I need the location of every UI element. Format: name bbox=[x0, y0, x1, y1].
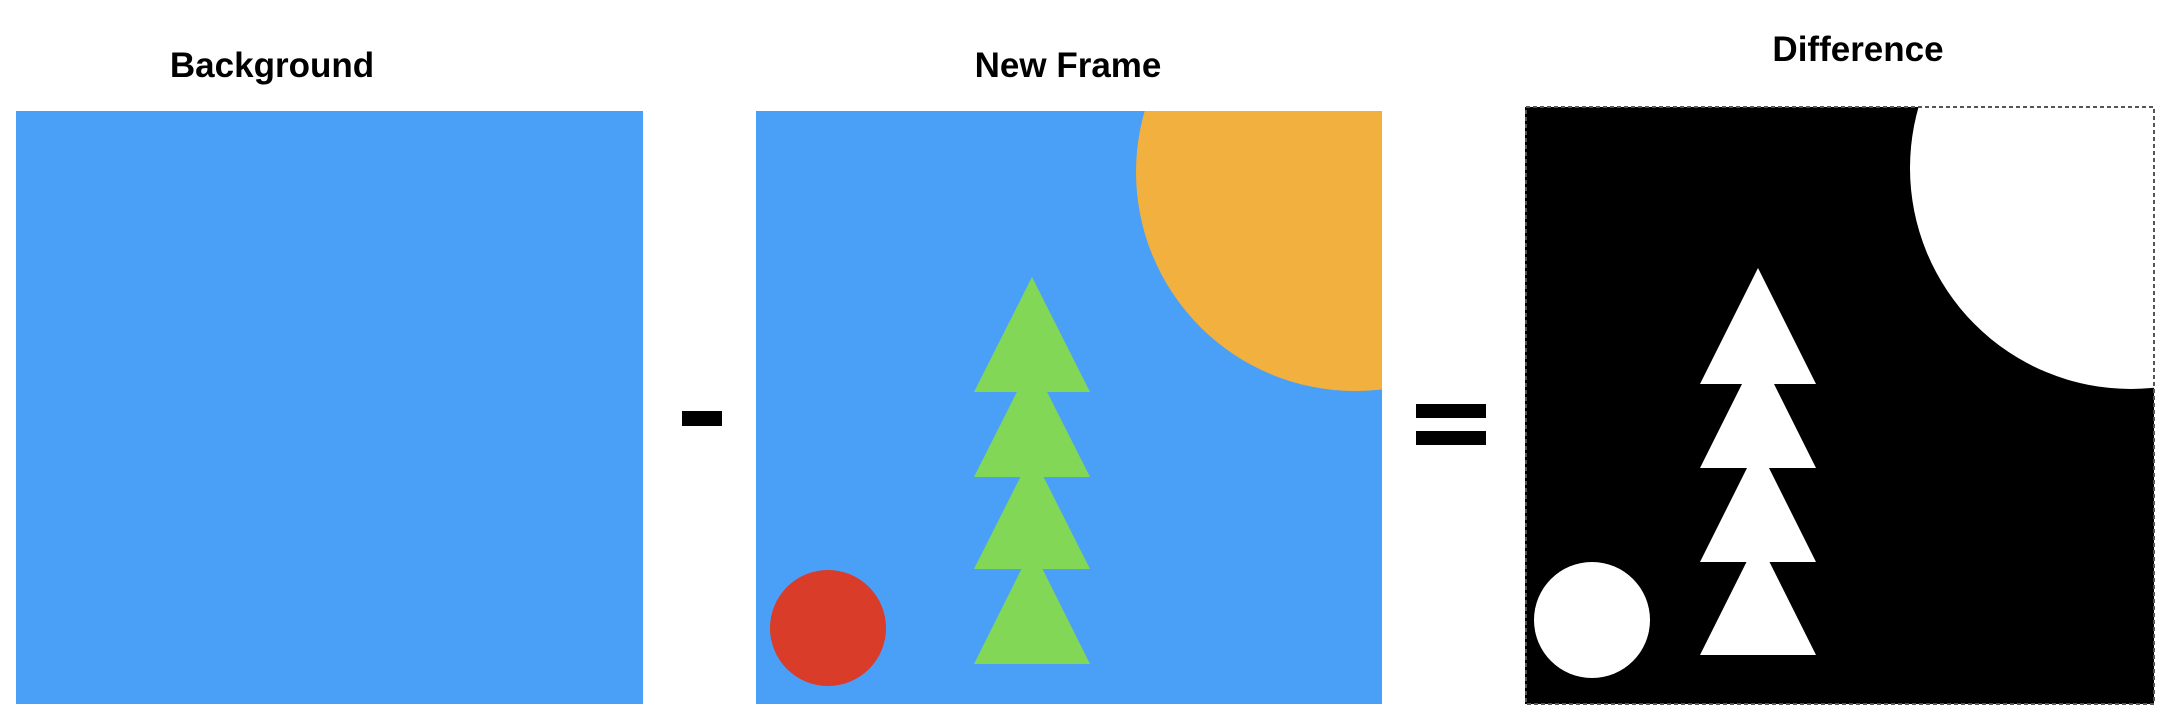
background-panel bbox=[16, 111, 643, 704]
difference-panel bbox=[1525, 106, 2155, 705]
sun-shape bbox=[1136, 111, 1382, 391]
tree-shape bbox=[974, 277, 1090, 664]
equals-operator-top-bar bbox=[1416, 404, 1486, 418]
background-sky bbox=[16, 111, 643, 704]
background-title: Background bbox=[169, 46, 375, 85]
difference-title: Difference bbox=[1772, 30, 1944, 69]
equals-operator-bottom-bar bbox=[1416, 431, 1486, 445]
new-frame-title: New Frame bbox=[974, 46, 1162, 85]
sun-difference-shape bbox=[1910, 107, 2154, 389]
minus-operator bbox=[682, 411, 722, 426]
tree-difference-shape bbox=[1700, 268, 1816, 655]
ball-difference-shape bbox=[1534, 562, 1650, 678]
ball-shape bbox=[770, 570, 886, 686]
difference-dashed-frame bbox=[1525, 106, 2155, 705]
new-frame-panel bbox=[756, 111, 1382, 704]
